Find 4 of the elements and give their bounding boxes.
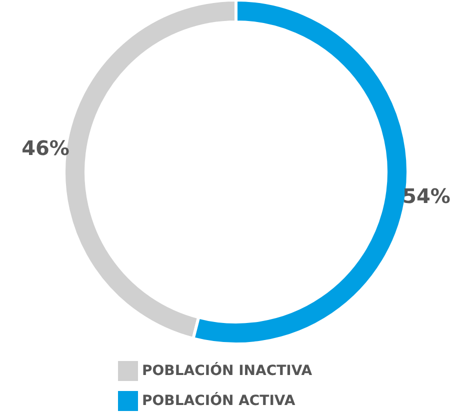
data-label: 54%	[402, 184, 450, 208]
data-label: 46%	[22, 136, 70, 160]
legend-label: POBLACIÓN ACTIVA	[142, 393, 296, 409]
legend-label: POBLACIÓN INACTIVA	[142, 363, 312, 379]
